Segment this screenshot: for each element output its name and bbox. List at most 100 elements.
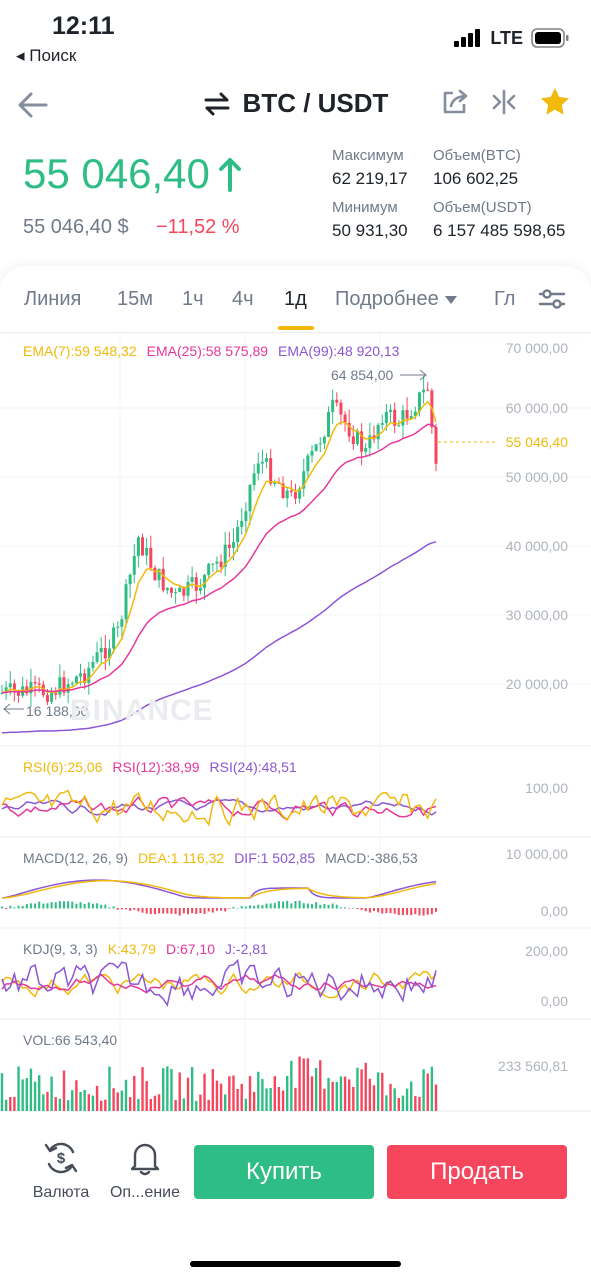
last-price-value: 55 046,40 [23,150,210,197]
macd-bar [25,904,28,909]
share-icon[interactable] [441,88,469,116]
volume-bar [133,1075,136,1111]
macd-bar [265,903,268,909]
volume-bar [368,1078,372,1111]
candle-body [83,673,87,684]
currency-button[interactable]: $ Валюта [25,1140,97,1202]
status-time: 12:11 [52,12,115,40]
candle-body [211,563,215,565]
back-arrow-icon[interactable] [16,88,50,122]
back-to-app-link[interactable]: ◂ Поиск [16,46,77,65]
kdj-y-top: 200,00 [525,943,568,959]
volume-bar [389,1083,392,1111]
macd-bar [302,903,305,909]
candle-body [169,587,173,593]
volume-bar [104,1099,107,1111]
volume-bar [166,1066,169,1111]
candle-body [360,431,364,452]
macd-bar [187,908,189,915]
candle-body [289,490,293,493]
macd-title: MACD(12, 26, 9) [23,850,129,866]
volume-bar [195,1100,198,1111]
active-tab-indicator [278,326,314,330]
volume-bar [339,1076,343,1111]
candle-body [318,443,322,445]
candle-body [302,471,306,489]
volume-bar [397,1098,400,1111]
candle-body [50,692,54,702]
volume-bar [190,1067,194,1111]
tab-1d[interactable]: 1д [284,288,307,310]
macd-bar [5,908,8,910]
candle-body [219,561,223,567]
tab-line[interactable]: Линия [24,288,82,310]
rsi24-label: RSI(24):48,51 [209,759,297,775]
candle-body [285,490,289,499]
candle-body [29,681,33,694]
compare-icon[interactable] [491,88,517,116]
pair-title: BTC / USDT [242,88,389,118]
buy-button[interactable]: Купить [194,1145,374,1199]
volume-bar [401,1095,405,1111]
candle-body [231,542,235,548]
volume-bar [298,1056,301,1111]
macd-bar [294,901,297,909]
volume-bar [319,1060,322,1111]
tab-1h[interactable]: 1ч [182,288,204,310]
tab-depth[interactable]: Гл [494,288,516,310]
volume-bar [46,1091,49,1111]
macd-bar [63,901,65,909]
volume-bar [21,1079,24,1111]
volume-bar [343,1076,347,1111]
candle-body [124,584,128,620]
macd-bar [327,905,330,909]
tab-15m[interactable]: 15м [117,288,153,310]
y-label: 70 000,00 [505,340,568,356]
macd-bar [377,908,380,913]
candle-body [368,435,372,449]
chart-settings-icon[interactable] [538,288,566,310]
volume-bar [9,1096,12,1111]
volume-bar [269,1087,272,1111]
macd-value: MACD:-386,53 [325,850,418,866]
candle-body [12,683,16,691]
pair-selector[interactable]: BTC / USDT [0,88,591,119]
candle-body [310,450,314,456]
candle-body [384,411,388,424]
low-label: Минимум [332,199,398,216]
tab-more-label: Подробнее [335,288,439,310]
candle-body [314,444,318,451]
dea-line [1,879,437,899]
alerts-button[interactable]: Оп...ение [105,1140,185,1202]
candle-body [198,587,202,591]
macd-bar [269,903,272,909]
tab-4h[interactable]: 4ч [232,288,254,310]
volume-bar [430,1066,434,1111]
volume-bar [149,1098,152,1111]
candle-body [322,436,326,444]
tab-more[interactable]: Подробнее [335,288,457,311]
candle-body [116,626,120,628]
favorite-star-icon[interactable] [539,86,571,118]
macd-bar [426,908,429,915]
macd-dif: DIF:1 502,85 [234,850,316,866]
vol-btc-label: Объем(BTC) [433,147,521,164]
macd-bar [17,905,20,909]
macd-bar [199,908,202,914]
macd-bar [129,908,132,911]
volume-bar [434,1084,438,1111]
volume-bar [50,1076,53,1111]
macd-bar [435,908,437,912]
alerts-label: Оп...ение [109,1184,180,1201]
volume-bar [281,1090,285,1111]
macd-bar [290,903,293,909]
signal-icon [454,29,481,47]
candle-body [37,683,41,685]
volume-bar [261,1079,264,1111]
sell-button[interactable]: Продать [387,1145,567,1199]
volume-bar [252,1091,256,1111]
volume-bar [75,1080,78,1111]
volume-bar [108,1066,111,1111]
candlestick-chart[interactable] [0,333,591,1113]
macd-bar [38,901,41,909]
